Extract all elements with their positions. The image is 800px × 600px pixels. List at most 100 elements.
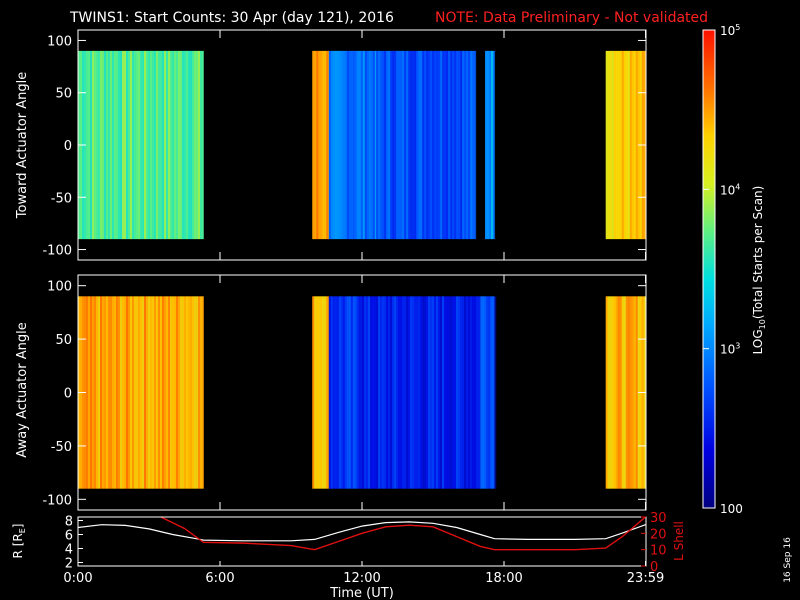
data-stripe bbox=[98, 50, 100, 240]
data-stripe bbox=[122, 50, 124, 240]
data-stripe bbox=[132, 296, 134, 489]
data-stripe bbox=[148, 296, 150, 489]
data-stripe bbox=[346, 296, 349, 489]
data-stripe bbox=[605, 50, 608, 240]
toward-heatmap bbox=[78, 50, 646, 240]
data-stripe bbox=[184, 296, 186, 489]
data-stripe bbox=[132, 50, 134, 240]
data-stripe bbox=[472, 50, 475, 240]
orbit-frame bbox=[77, 516, 647, 567]
away-heatmap bbox=[78, 296, 646, 489]
data-stripe bbox=[432, 50, 435, 240]
data-stripe bbox=[440, 296, 442, 489]
data-stripe bbox=[320, 296, 323, 489]
data-stripe bbox=[330, 296, 333, 489]
data-stripe bbox=[468, 296, 470, 489]
data-stripe bbox=[178, 50, 180, 240]
data-stripe bbox=[334, 50, 337, 240]
data-stripe bbox=[434, 296, 436, 489]
colorbar-tick-label: 103 bbox=[720, 342, 740, 357]
data-stripe bbox=[328, 50, 331, 240]
data-stripe bbox=[629, 296, 632, 489]
data-stripe bbox=[631, 296, 634, 489]
data-stripe bbox=[446, 296, 448, 489]
data-stripe bbox=[607, 50, 610, 240]
data-stripe bbox=[324, 50, 327, 240]
data-stripe bbox=[358, 50, 361, 240]
data-stripe bbox=[633, 50, 636, 240]
data-stripe bbox=[619, 50, 622, 240]
data-stripe bbox=[450, 296, 452, 489]
data-stripe bbox=[362, 296, 364, 489]
data-stripe bbox=[124, 296, 126, 489]
data-stripe bbox=[182, 296, 184, 489]
x-tick-label: 18:00 bbox=[485, 571, 522, 586]
data-stripe bbox=[140, 296, 142, 489]
data-stripe bbox=[168, 296, 170, 489]
data-stripe bbox=[372, 50, 375, 240]
data-stripe bbox=[322, 296, 325, 489]
orbit-right-tick-label: 0 bbox=[650, 560, 658, 575]
data-stripe bbox=[186, 296, 188, 489]
data-stripe bbox=[384, 50, 387, 240]
data-stripe bbox=[102, 50, 104, 240]
data-stripe bbox=[152, 296, 154, 489]
colorbar-tick-label: 105 bbox=[720, 23, 740, 38]
date-stamp: 16 Sep 16 bbox=[783, 537, 793, 583]
data-stripe bbox=[86, 296, 88, 489]
data-stripe bbox=[613, 50, 616, 240]
data-stripe bbox=[150, 296, 152, 489]
data-stripe bbox=[174, 50, 176, 240]
data-stripe bbox=[426, 50, 429, 240]
data-stripe bbox=[462, 296, 464, 489]
data-stripe bbox=[611, 50, 614, 240]
data-stripe bbox=[86, 50, 88, 240]
data-stripe bbox=[120, 296, 122, 489]
data-stripe bbox=[420, 50, 423, 240]
data-stripe bbox=[110, 50, 112, 240]
data-stripe bbox=[452, 50, 455, 240]
data-stripe bbox=[418, 296, 420, 489]
data-stripe bbox=[326, 296, 329, 489]
data-stripe bbox=[360, 50, 363, 240]
data-stripe bbox=[414, 296, 416, 489]
data-stripe bbox=[458, 296, 460, 489]
data-stripe bbox=[100, 296, 102, 489]
data-stripe bbox=[158, 50, 160, 240]
data-stripe bbox=[352, 50, 355, 240]
data-stripe bbox=[384, 296, 386, 489]
data-stripe bbox=[128, 296, 130, 489]
y-tick-label: 50 bbox=[55, 87, 72, 102]
data-stripe bbox=[156, 50, 158, 240]
data-stripe bbox=[382, 50, 385, 240]
data-stripe bbox=[615, 50, 618, 240]
data-stripe bbox=[98, 296, 100, 489]
x-tick-label: 12:00 bbox=[343, 571, 380, 586]
data-stripe bbox=[442, 50, 445, 240]
away-ylabel: Away Actuator Angle bbox=[15, 322, 30, 457]
y-tick-label: -100 bbox=[42, 493, 72, 508]
data-stripe bbox=[611, 296, 614, 489]
data-stripe bbox=[328, 296, 331, 489]
data-stripe bbox=[633, 296, 636, 489]
data-stripe bbox=[172, 296, 174, 489]
data-stripe bbox=[330, 50, 333, 240]
data-stripe bbox=[180, 296, 182, 489]
data-stripe bbox=[412, 296, 414, 489]
axes-layer: 100500-50-100100500-50-100864230201000:0… bbox=[42, 29, 667, 586]
x-tick-label: 23:59 bbox=[627, 571, 664, 586]
data-stripe bbox=[176, 296, 178, 489]
data-stripe bbox=[332, 296, 335, 489]
data-stripe bbox=[493, 50, 496, 240]
data-stripe bbox=[348, 296, 351, 489]
data-stripe bbox=[388, 296, 390, 489]
data-stripe bbox=[448, 50, 451, 240]
data-stripe bbox=[474, 296, 476, 489]
data-stripe bbox=[112, 50, 114, 240]
data-stripe bbox=[414, 50, 417, 240]
data-stripe bbox=[380, 50, 383, 240]
data-stripe bbox=[170, 50, 172, 240]
data-stripe bbox=[350, 296, 353, 489]
